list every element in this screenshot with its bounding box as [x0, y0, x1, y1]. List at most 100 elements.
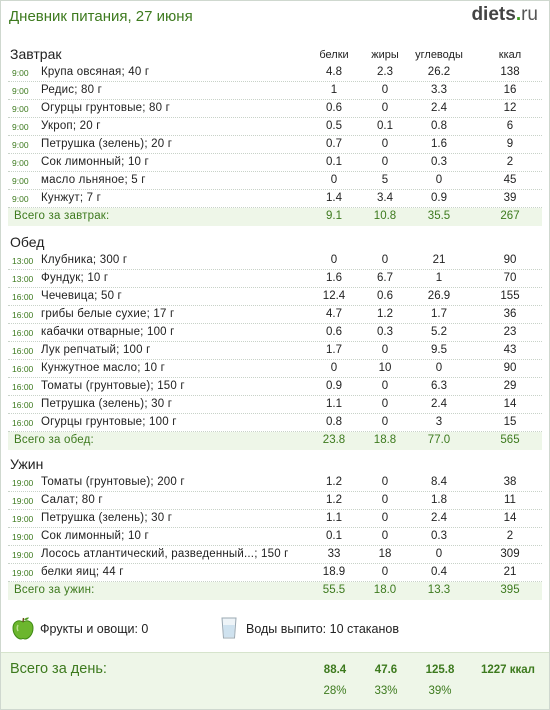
food-protein: 1.7	[326, 344, 342, 356]
day-carbs-pct: 39%	[428, 685, 452, 697]
day-kcal: 1227 ккал	[481, 664, 535, 676]
page-title: Дневник питания, 27 июня	[9, 8, 193, 25]
food-fat: 0	[381, 530, 389, 542]
food-time: 19:00	[12, 514, 34, 524]
food-protein: 0.7	[326, 138, 342, 150]
total-label: Всего за обед:	[14, 434, 94, 446]
food-name: Томаты (грунтовые); 150 г	[41, 380, 185, 392]
food-carbs: 2.4	[431, 512, 447, 524]
food-carbs: 8.4	[431, 476, 447, 488]
food-row: 16:00 Огурцы грунтовые; 100 г 0.8 0 3 15	[8, 414, 542, 432]
day-fat-pct: 33%	[374, 685, 398, 697]
food-carbs: 26.2	[427, 66, 451, 78]
food-row: 16:00 Лук репчатый; 100 г 1.7 0 9.5 43	[8, 342, 542, 360]
day-carbs: 125.8	[425, 664, 455, 676]
food-row: 9:00 Огурцы грунтовые; 80 г 0.6 0 2.4 12	[8, 100, 542, 118]
meal-header: Ужин	[0, 454, 550, 474]
site-logo[interactable]: diets.ru	[471, 4, 538, 26]
food-time: 9:00	[12, 140, 29, 150]
meal-header: Обед	[0, 232, 550, 252]
food-kcal: 70	[503, 272, 517, 284]
food-name: Огурцы грунтовые; 100 г	[41, 416, 177, 428]
food-kcal: 45	[503, 174, 517, 186]
meal-breakfast: Завтрак белки жиры углеводы ккал 9:00 Кру…	[0, 44, 550, 226]
food-name: Клубника; 300 г	[41, 254, 128, 266]
food-kcal: 6	[506, 120, 514, 132]
food-fat: 0	[381, 398, 389, 410]
food-carbs: 3	[435, 416, 443, 428]
food-protein: 18.9	[322, 566, 346, 578]
logo-main: diets	[471, 4, 516, 25]
total-fat: 18.0	[373, 584, 397, 596]
food-time: 19:00	[12, 550, 34, 560]
food-kcal: 14	[503, 512, 517, 524]
food-carbs: 0	[435, 362, 443, 374]
food-row: 19:00 белки яиц; 44 г 18.9 0 0.4 21	[8, 564, 542, 582]
food-row: 9:00 Крупа овсяная; 40 г 4.8 2.3 26.2 138	[8, 64, 542, 82]
food-fat: 0	[381, 512, 389, 524]
food-time: 9:00	[12, 104, 29, 114]
food-row: 19:00 Лосось атлантический, разведенный..…	[8, 546, 542, 564]
meal-total-row: Всего за обед: 23.8 18.8 77.0 565	[8, 432, 542, 450]
total-kcal: 565	[500, 434, 520, 446]
total-label: Всего за завтрак:	[14, 210, 110, 222]
food-fat: 0	[381, 344, 389, 356]
col-protein-header: белки	[319, 49, 349, 61]
food-protein: 33	[327, 548, 341, 560]
food-row: 19:00 Сок лимонный; 10 г 0.1 0 0.3 2	[8, 528, 542, 546]
food-name: Петрушка (зелень); 20 г	[41, 138, 173, 150]
food-protein: 1.1	[326, 398, 342, 410]
food-fat: 0	[381, 84, 389, 96]
food-kcal: 15	[503, 416, 517, 428]
food-row: 16:00 кабачки отварные; 100 г 0.6 0.3 5.2 23	[8, 324, 542, 342]
food-fat: 3.4	[377, 192, 393, 204]
food-time: 19:00	[12, 568, 34, 578]
food-kcal: 39	[503, 192, 517, 204]
food-kcal: 43	[503, 344, 517, 356]
food-name: Петрушка (зелень); 30 г	[41, 512, 173, 524]
food-name: Лук репчатый; 100 г	[41, 344, 151, 356]
food-name: Кунжутное масло; 10 г	[41, 362, 166, 374]
logo-dot: .	[515, 4, 522, 25]
food-protein: 1.1	[326, 512, 342, 524]
food-time: 19:00	[12, 496, 34, 506]
food-name: Чечевица; 50 г	[41, 290, 122, 302]
meal-rows: 13:00 Клубника; 300 г 0 0 21 90 13:00 Фундук; 1…	[0, 252, 550, 432]
food-name: Салат; 80 г	[41, 494, 103, 506]
total-carbs: 77.0	[427, 434, 451, 446]
food-protein: 4.7	[326, 308, 342, 320]
fruit-veg-count: Фрукты и овощи: 0	[40, 622, 149, 636]
water-glass-icon	[221, 617, 237, 639]
day-fat: 47.6	[374, 664, 398, 676]
food-carbs: 3.3	[431, 84, 447, 96]
meal-title: Обед	[10, 234, 45, 250]
col-fat-header: жиры	[371, 49, 399, 61]
food-row: 19:00 Салат; 80 г 1.2 0 1.8 11	[8, 492, 542, 510]
food-time: 19:00	[12, 532, 34, 542]
col-kcal-header: ккал	[498, 49, 522, 61]
food-protein: 0.6	[326, 326, 342, 338]
food-row: 9:00 масло льняное; 5 г 0 5 0 45	[8, 172, 542, 190]
food-carbs: 2.4	[431, 102, 447, 114]
food-time: 16:00	[12, 292, 34, 302]
food-row: 13:00 Клубника; 300 г 0 0 21 90	[8, 252, 542, 270]
food-name: Томаты (грунтовые); 200 г	[41, 476, 185, 488]
food-time: 16:00	[12, 364, 34, 374]
food-carbs: 0.3	[431, 156, 447, 168]
food-row: 9:00 Укроп; 20 г 0.5 0.1 0.8 6	[8, 118, 542, 136]
food-protein: 1.2	[326, 476, 342, 488]
food-row: 13:00 Фундук; 10 г 1.6 6.7 1 70	[8, 270, 542, 288]
food-carbs: 21	[432, 254, 446, 266]
meal-dinner: Ужин 19:00 Томаты (грунтовые); 200 г 1.2 0 8…	[0, 454, 550, 600]
food-fat: 0	[381, 102, 389, 114]
total-protein: 9.1	[326, 210, 342, 222]
food-row: 9:00 Кунжут; 7 г 1.4 3.4 0.9 39	[8, 190, 542, 208]
food-name: Огурцы грунтовые; 80 г	[41, 102, 171, 114]
food-carbs: 0.9	[431, 192, 447, 204]
food-time: 9:00	[12, 158, 29, 168]
food-row: 9:00 Редис; 80 г 1 0 3.3 16	[8, 82, 542, 100]
food-carbs: 5.2	[431, 326, 447, 338]
food-time: 9:00	[12, 86, 29, 96]
food-row: 19:00 Томаты (грунтовые); 200 г 1.2 0 8.4 38	[8, 474, 542, 492]
total-fat: 18.8	[373, 434, 397, 446]
